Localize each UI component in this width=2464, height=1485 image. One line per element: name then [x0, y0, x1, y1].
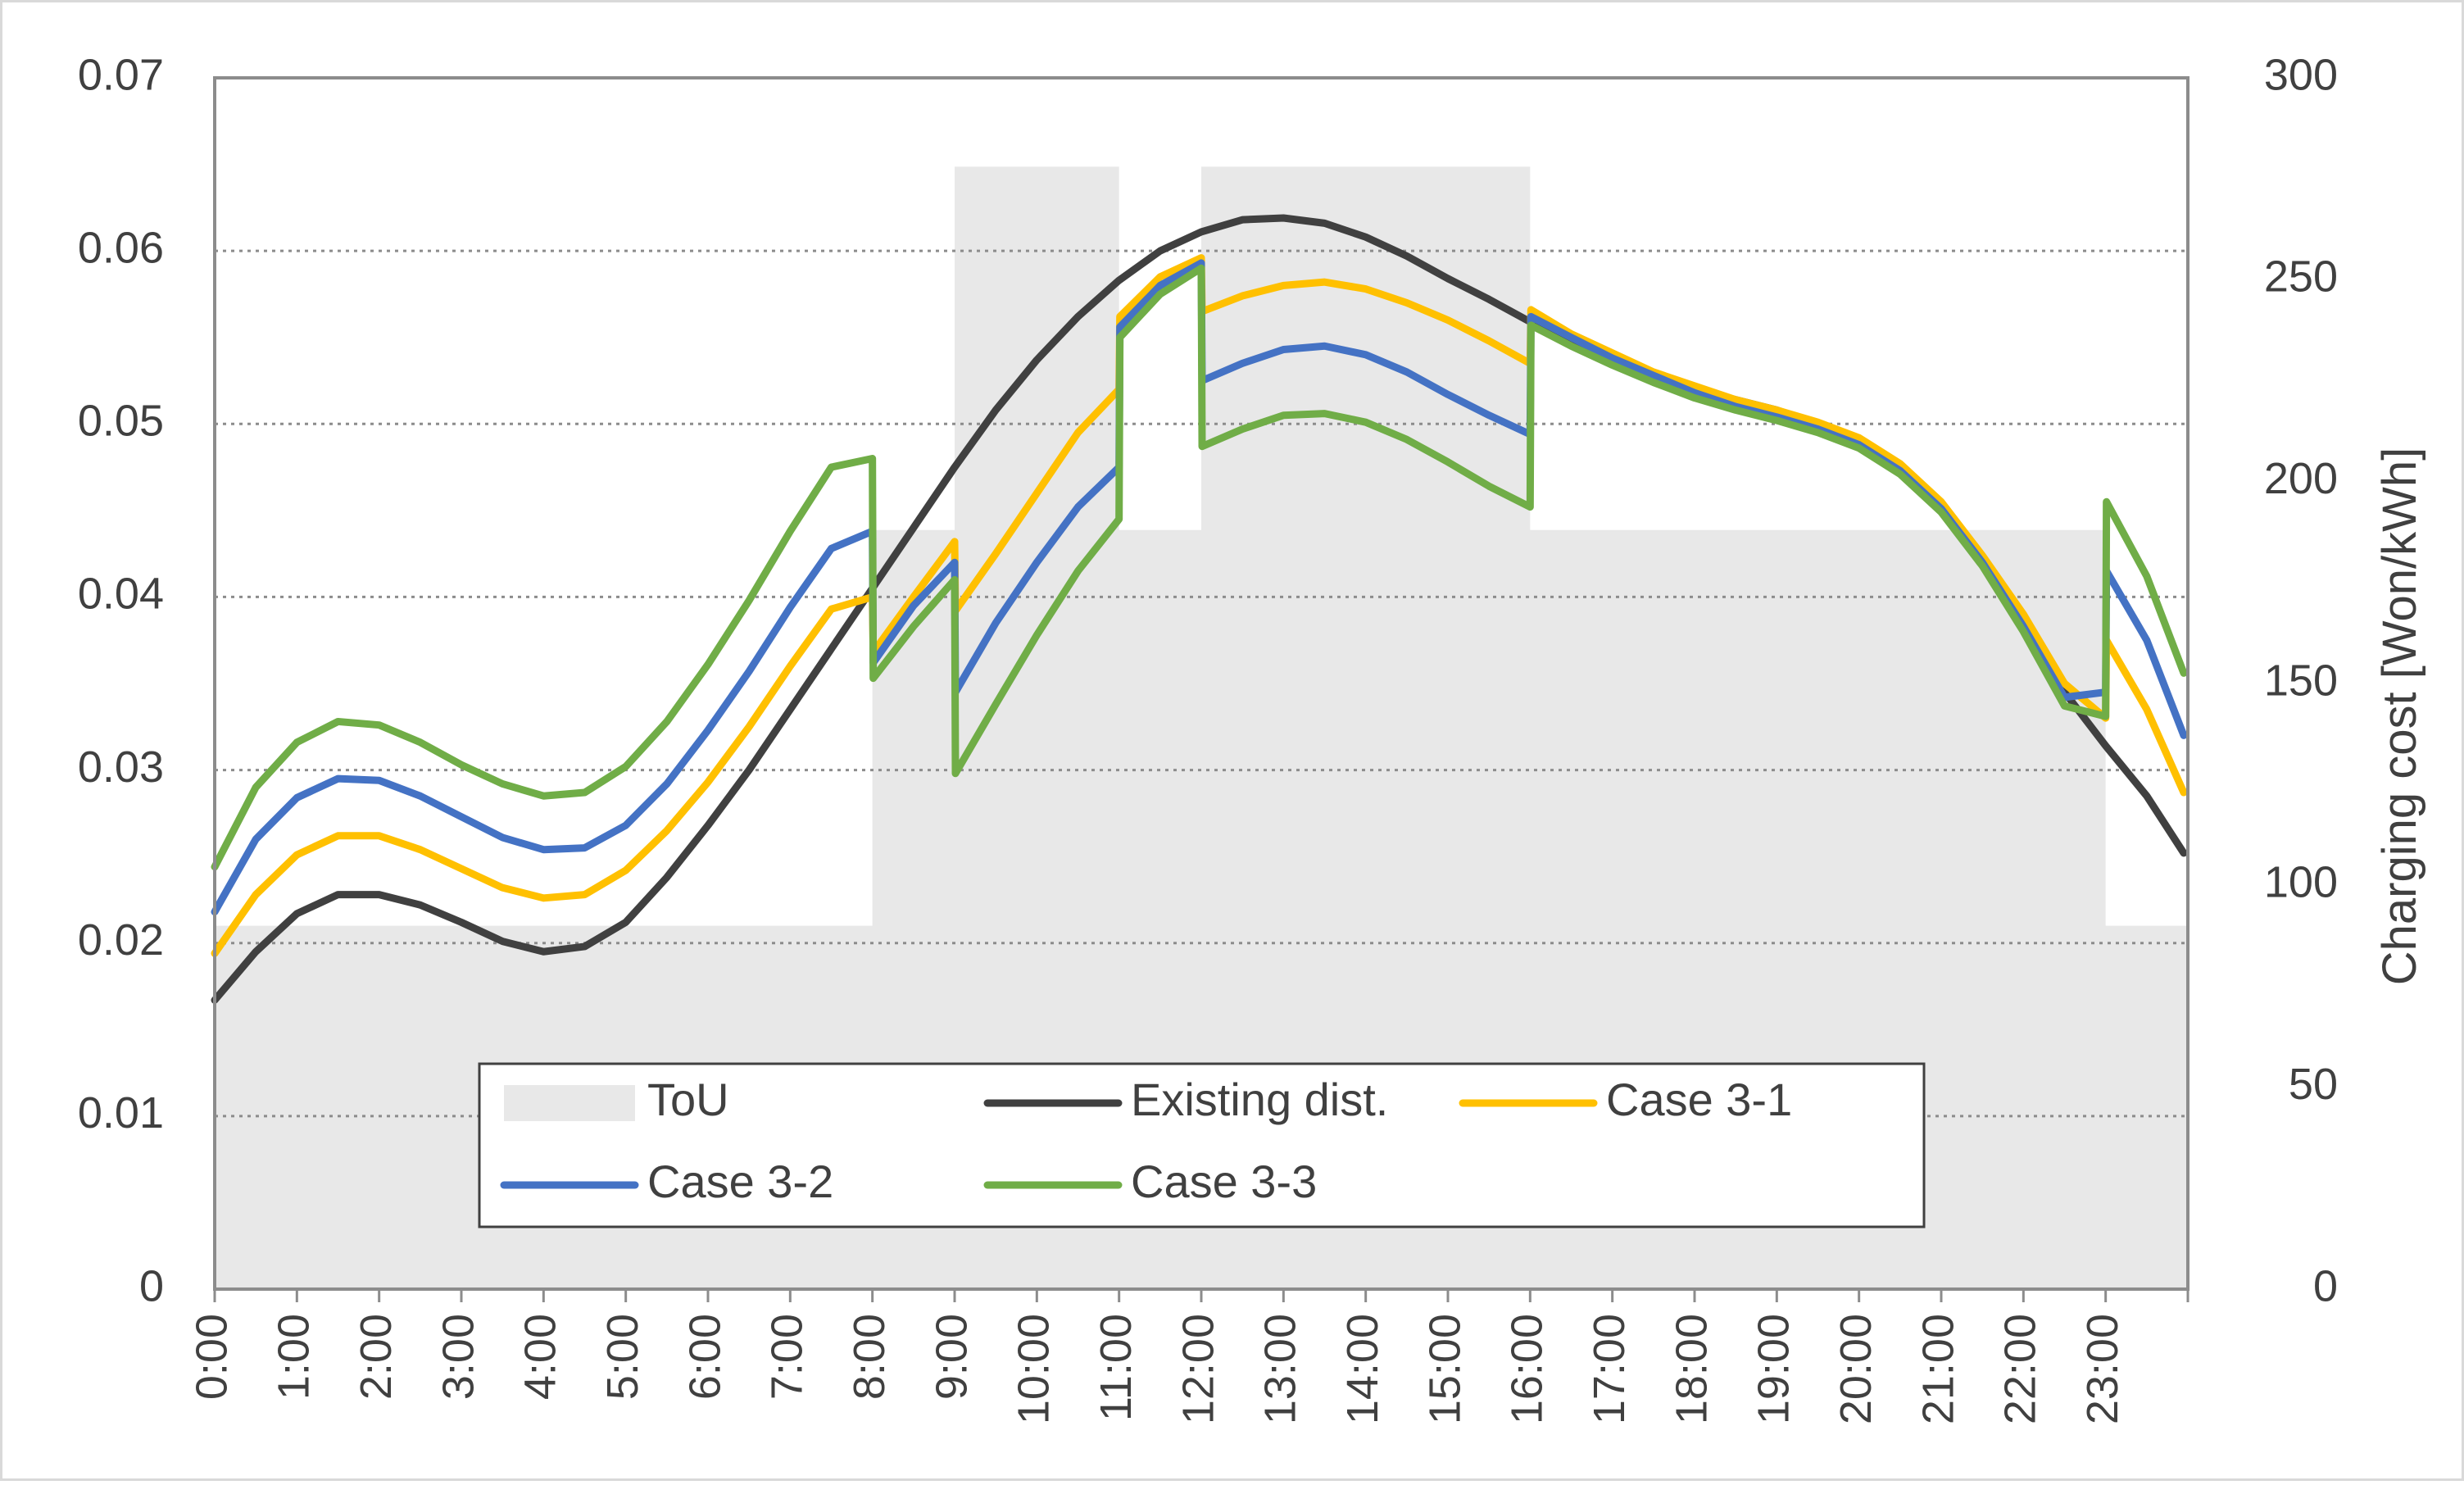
x-tick-label: 15:00 [1420, 1314, 1469, 1424]
y2-tick-label: 150 [2264, 656, 2338, 705]
x-tick-label: 9:00 [927, 1314, 976, 1400]
tou-area [215, 166, 2188, 1289]
x-tick-label: 2:00 [352, 1314, 401, 1400]
legend-box [478, 1062, 1926, 1228]
x-tick-label: 0:00 [187, 1314, 236, 1400]
x-tick-label: 13:00 [1256, 1314, 1305, 1424]
y-tick-label: 0 [139, 1261, 164, 1310]
legend-swatch-tou [504, 1085, 635, 1121]
x-tick-label: 17:00 [1585, 1314, 1634, 1424]
x-tick-label: 23:00 [2078, 1314, 2127, 1424]
legend: ToU Existing dist. Case 3-1 Case 3-2 Case 3-… [478, 1062, 1926, 1228]
x-tick-label: 6:00 [680, 1314, 729, 1400]
secondary-axis-title: Charging cost [Won/kWh] [2373, 447, 2426, 986]
y2-tick-label: 200 [2264, 454, 2338, 503]
x-tick-label: 20:00 [1831, 1314, 1881, 1424]
y2-tick-label: 0 [2313, 1261, 2338, 1310]
y-tick-label: 0.03 [78, 742, 164, 792]
y-tick-label: 0.02 [78, 915, 164, 965]
legend-label: ToU [647, 1074, 729, 1125]
x-tick-label: 3:00 [433, 1314, 483, 1400]
x-tick-label: 8:00 [845, 1314, 894, 1400]
legend-label: Case 3-1 [1606, 1074, 1792, 1125]
y2-tick-label: 50 [2289, 1060, 2338, 1109]
y-tick-label: 0.06 [78, 223, 164, 272]
y-tick-label: 0.04 [78, 570, 164, 619]
x-tick-label: 5:00 [598, 1314, 647, 1400]
legend-label: Case 3-2 [647, 1156, 833, 1207]
y-tick-label: 0.05 [78, 397, 164, 446]
y2-tick-label: 300 [2264, 50, 2338, 99]
legend-label: Case 3-3 [1131, 1156, 1317, 1207]
x-tick-label: 7:00 [763, 1314, 812, 1400]
x-tick-label: 19:00 [1749, 1314, 1799, 1424]
x-tick-label: 22:00 [1996, 1314, 2045, 1424]
x-tick-label: 1:00 [270, 1314, 319, 1400]
x-tick-label: 11:00 [1091, 1314, 1141, 1421]
x-tick-label: 12:00 [1173, 1314, 1223, 1424]
y-tick-label: 0.01 [78, 1088, 164, 1138]
x-tick-label: 4:00 [516, 1314, 565, 1400]
x-tick-label: 14:00 [1338, 1314, 1387, 1424]
y-tick-label: 0.07 [78, 50, 164, 99]
x-tick-label: 16:00 [1503, 1314, 1552, 1424]
y2-tick-label: 100 [2264, 858, 2338, 907]
y2-tick-label: 250 [2264, 252, 2338, 302]
series-line-2 [211, 254, 2188, 957]
x-tick-label: 18:00 [1667, 1314, 1716, 1424]
legend-label: Existing dist. [1131, 1074, 1388, 1125]
x-tick-label: 21:00 [1913, 1314, 1963, 1424]
series-line-4 [211, 264, 2188, 871]
tou-step-area [215, 166, 2188, 1289]
x-tick-label: 10:00 [1010, 1314, 1059, 1424]
